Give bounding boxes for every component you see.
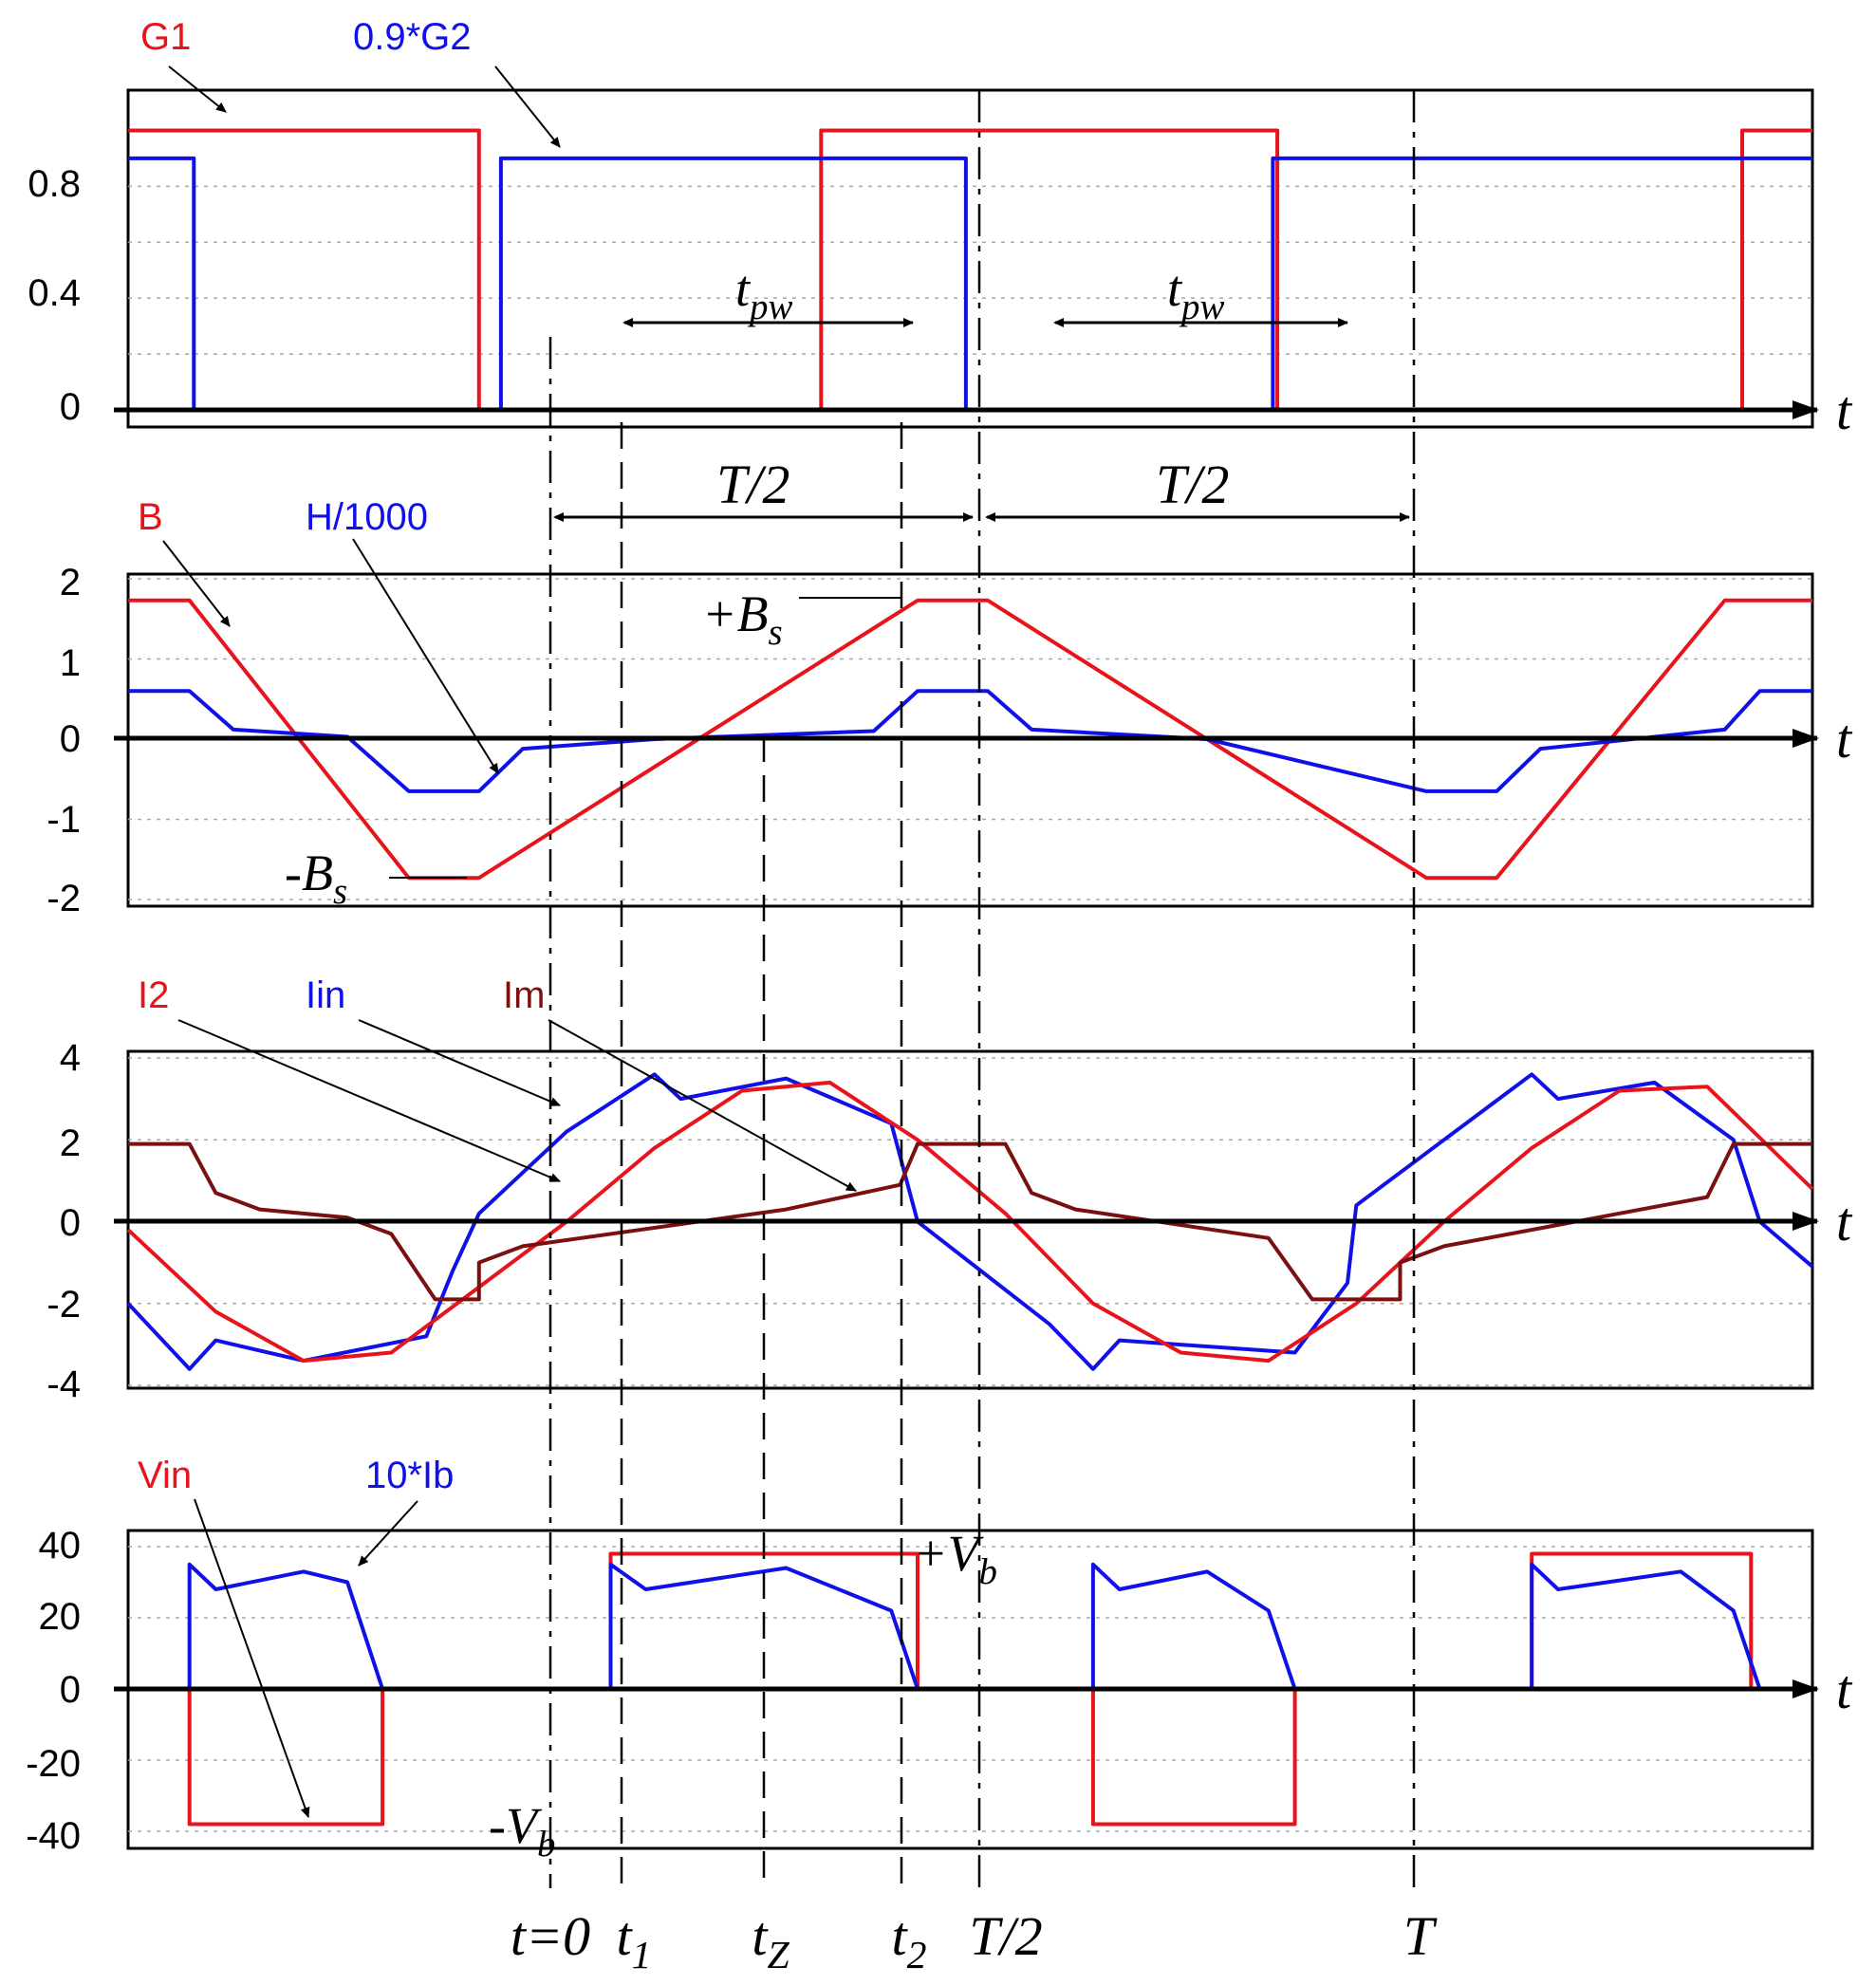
series-line-b bbox=[128, 598, 1812, 881]
vb-minus-label: -Vb bbox=[489, 1797, 555, 1864]
tpw-label-1: tpw bbox=[735, 260, 792, 327]
series-line-i2 bbox=[126, 1080, 1814, 1364]
legend-pointer-h bbox=[352, 538, 499, 774]
marker-label-tz: tZ bbox=[752, 1905, 789, 1977]
panel-currents: t 4 2 0 -2 -4 I2 Iin Im bbox=[46, 974, 1853, 1405]
legend-pointer-i2 bbox=[177, 1019, 561, 1182]
legend-pointer-vin bbox=[194, 1498, 310, 1818]
y-tick-label: 2 bbox=[60, 1122, 81, 1164]
y-tick-label: 2 bbox=[60, 562, 81, 603]
y-tick-label: 0 bbox=[60, 718, 81, 760]
y-tick-label: -1 bbox=[46, 799, 81, 841]
legend-pointer-iin bbox=[358, 1019, 561, 1106]
panel-gates: t 0.8 0.4 0 G1 0.9*G2 tpw tpw bbox=[28, 16, 1853, 441]
panel-flux: t 2 1 0 -1 -2 B H/1000 +Bs -Bs bbox=[46, 496, 1853, 919]
time-markers: t=0 t1 tZ t2 T/2 T bbox=[511, 90, 1438, 1977]
y-tick-label: -2 bbox=[46, 878, 81, 919]
half-period-label-1: T/2 bbox=[716, 454, 789, 515]
y-tick-label: 40 bbox=[39, 1525, 82, 1567]
panel-currents-series bbox=[126, 1072, 1814, 1371]
legend-pointer-im bbox=[548, 1019, 857, 1192]
y-tick-label: 1 bbox=[60, 642, 81, 684]
legend-label-b: B bbox=[138, 496, 163, 538]
y-tick-label: 0.4 bbox=[28, 272, 81, 314]
panel-gates-frame bbox=[126, 88, 1814, 429]
y-tick-label: -20 bbox=[26, 1743, 81, 1785]
series-line-g1 bbox=[128, 128, 1812, 412]
marker-label-t0: t=0 bbox=[511, 1905, 590, 1967]
legend-pointer-10ib bbox=[358, 1500, 418, 1567]
y-tick-label: 0.8 bbox=[28, 163, 81, 205]
half-period-annotations: T/2 T/2 bbox=[553, 454, 1410, 522]
y-tick-label: -4 bbox=[46, 1364, 81, 1405]
panel-gates-axis-label: t bbox=[1836, 380, 1853, 441]
legend-label-vin: Vin bbox=[138, 1455, 192, 1496]
panel-voltage: t 40 20 0 -20 -40 Vin 10*Ib +Vb -Vb bbox=[26, 1455, 1853, 1864]
y-tick-label: 0 bbox=[60, 1202, 81, 1244]
panel-gates-grid bbox=[128, 185, 1812, 355]
marker-label-t1: t1 bbox=[617, 1905, 652, 1977]
legend-pointer-09g2 bbox=[494, 65, 561, 148]
legend-label-10ib: 10*Ib bbox=[365, 1455, 454, 1496]
y-tick-label: 4 bbox=[60, 1037, 81, 1079]
legend-label-iin: Iin bbox=[306, 974, 345, 1016]
series-line-h-1000 bbox=[128, 689, 1812, 793]
vb-plus-label: +Vb bbox=[913, 1525, 997, 1592]
tpw-label-2: tpw bbox=[1167, 260, 1224, 327]
y-tick-label: -2 bbox=[46, 1284, 81, 1326]
legend-label-h: H/1000 bbox=[306, 496, 428, 538]
legend-label-i2: I2 bbox=[138, 974, 169, 1016]
y-tick-label: -40 bbox=[26, 1815, 81, 1857]
half-period-label-2: T/2 bbox=[1156, 454, 1229, 515]
legend-pointer-g1 bbox=[168, 65, 227, 113]
panel-currents-axis-label: t bbox=[1836, 1191, 1853, 1252]
marker-label-half-period: T/2 bbox=[969, 1905, 1042, 1967]
bs-minus-label: -Bs bbox=[285, 844, 347, 912]
legend-pointer-b bbox=[162, 540, 231, 627]
y-tick-label: 0 bbox=[60, 386, 81, 428]
legend-label-im: Im bbox=[503, 974, 545, 1016]
marker-label-period: T bbox=[1403, 1905, 1438, 1967]
series-line-10-ib bbox=[128, 1562, 1812, 1691]
y-tick-label: 0 bbox=[60, 1669, 81, 1711]
panel-flux-axis-label: t bbox=[1836, 708, 1853, 770]
y-tick-label: 20 bbox=[39, 1596, 82, 1638]
marker-label-t2: t2 bbox=[892, 1905, 927, 1977]
panel-gates-series bbox=[128, 128, 1812, 412]
series-line-0-9-g2 bbox=[128, 156, 1812, 412]
series-line-im bbox=[128, 1141, 1812, 1302]
legend-label-09g2: 0.9*G2 bbox=[353, 16, 472, 58]
legend-label-g1: G1 bbox=[140, 16, 191, 58]
bs-plus-label: +Bs bbox=[702, 585, 783, 653]
panel-voltage-axis-label: t bbox=[1836, 1659, 1853, 1720]
